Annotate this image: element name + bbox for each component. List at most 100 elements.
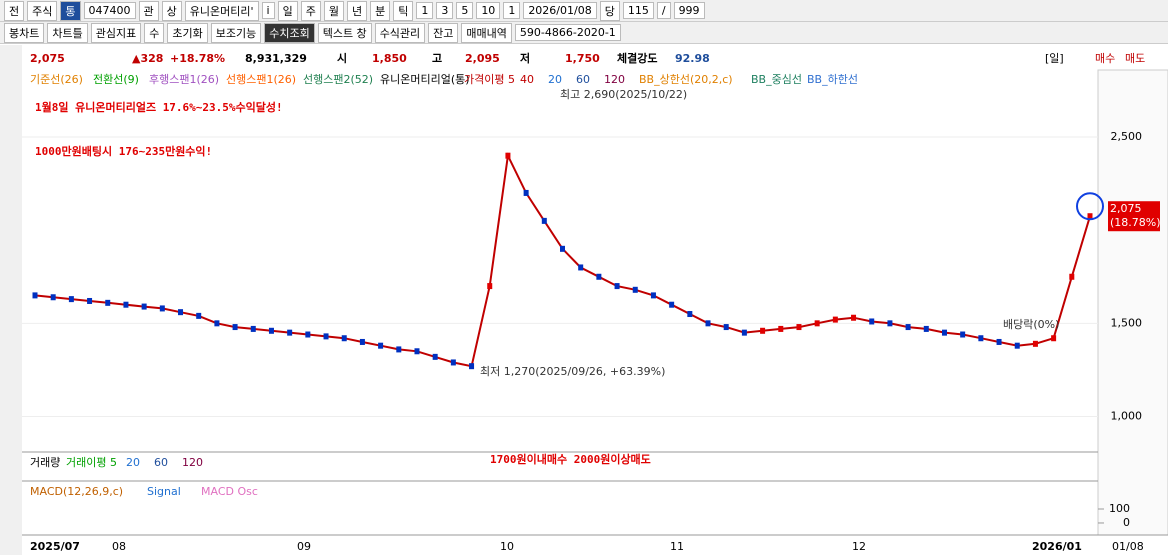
toolbar-button[interactable]: 잔고 xyxy=(428,22,459,43)
candle xyxy=(869,318,875,325)
candle xyxy=(141,303,147,310)
candle xyxy=(760,327,766,334)
x-tick-label: 11 xyxy=(670,540,684,553)
y-tick-label: 1,000 xyxy=(1111,409,1143,422)
toolbar-button[interactable]: 10 xyxy=(476,2,501,19)
toolbar-button[interactable]: / xyxy=(656,2,671,19)
toolbar-button[interactable]: 115 xyxy=(622,2,654,19)
toolbar-button[interactable]: 047400 xyxy=(83,2,136,19)
legend-item: 40 xyxy=(520,73,534,86)
legend-item: 선행스팬2(52) xyxy=(303,73,373,86)
legend-item: 가격이평 5 xyxy=(464,73,515,86)
legend-item: 20 xyxy=(548,73,562,86)
x-tick-label: 08 xyxy=(112,540,126,553)
macd-tick-label: 0 xyxy=(1123,516,1130,529)
x-tick-label: 2025/07 xyxy=(30,540,80,553)
info-value: 2,075 xyxy=(30,52,65,65)
toolbar-button[interactable]: 주식 xyxy=(27,0,58,21)
candle xyxy=(250,325,256,332)
candle xyxy=(705,320,711,327)
candle xyxy=(614,283,620,290)
candle xyxy=(287,329,293,336)
toolbar-button[interactable]: 봉차트 xyxy=(4,22,45,43)
info-value: 고 xyxy=(432,52,442,65)
candle xyxy=(1069,273,1075,280)
candle xyxy=(851,314,857,321)
candle xyxy=(469,363,475,370)
candle xyxy=(778,325,784,332)
candle xyxy=(305,331,311,338)
candle xyxy=(1051,335,1057,342)
annotation: 최고 2,690(2025/10/22) xyxy=(560,88,687,101)
candle xyxy=(669,301,675,308)
x-tick-label: 2026/01 xyxy=(1032,540,1082,553)
candle xyxy=(978,335,984,342)
toolbar-button[interactable]: 1 xyxy=(503,2,521,19)
volume-legend: 120 xyxy=(182,456,203,469)
candle xyxy=(414,348,420,355)
legend-item: 선행스팬1(26) xyxy=(226,73,296,86)
info-value: +18.78% xyxy=(170,52,225,65)
toolbar-button[interactable]: 분 xyxy=(370,0,391,21)
candle xyxy=(541,217,547,224)
macd-tick-label: 100 xyxy=(1109,502,1130,515)
macd-legend: MACD Osc xyxy=(201,485,258,498)
toolbar-button[interactable]: 590-4866-2020-1 xyxy=(514,24,621,41)
toolbar-button[interactable]: 일 xyxy=(277,0,298,21)
info-value: ▲328 xyxy=(132,52,163,65)
left-strip xyxy=(0,45,22,555)
last-label: (18.78%) xyxy=(1110,216,1161,229)
candle xyxy=(1032,340,1038,347)
candle xyxy=(68,296,74,303)
toolbar-button[interactable]: 텍스트 창 xyxy=(317,22,372,43)
toolbar-button[interactable]: 5 xyxy=(456,2,474,19)
candle xyxy=(741,329,747,336)
toolbar-button[interactable]: 1 xyxy=(416,2,434,19)
candle xyxy=(560,245,565,252)
toolbar-button[interactable]: 전 xyxy=(4,0,25,21)
toolbar-button[interactable]: 주 xyxy=(300,0,321,21)
legend-item: BB_중심선 xyxy=(751,73,802,86)
toolbar-button[interactable]: 999 xyxy=(673,2,705,19)
volume-legend: 거래량 xyxy=(30,456,60,469)
candle xyxy=(650,292,656,299)
candle xyxy=(105,299,111,306)
candle xyxy=(578,264,584,271)
candle xyxy=(996,338,1002,345)
toolbar-button[interactable]: 년 xyxy=(346,0,368,21)
toolbar-2: 봉차트 차트틀 관심지표 수 초기화 보조기능 수치조회 텍스트 창 수식관리 잔고 매매내역 590… xyxy=(0,22,1168,44)
toolbar-button[interactable]: 3 xyxy=(436,2,454,19)
candle xyxy=(814,320,820,327)
toolbar-button[interactable]: 수식관리 xyxy=(374,22,426,43)
info-value: 시 xyxy=(337,52,347,65)
last-label: 2,075 xyxy=(1110,202,1142,215)
toolbar-button[interactable]: 보조기능 xyxy=(210,22,262,43)
candle xyxy=(450,359,456,366)
info-value: 1,850 xyxy=(372,52,407,65)
toolbar-button[interactable]: 매매내역 xyxy=(461,22,512,43)
toolbar-button[interactable]: i xyxy=(261,2,275,19)
volume-legend: 60 xyxy=(154,456,168,469)
y-axis-area xyxy=(1097,69,1168,536)
candle xyxy=(323,333,329,340)
toolbar-button[interactable]: 차트틀 xyxy=(47,22,88,43)
toolbar-button[interactable]: 관심지표 xyxy=(90,22,142,43)
info-value: 2,095 xyxy=(465,52,500,65)
x-tick-label: 10 xyxy=(500,540,514,553)
toolbar-button[interactable]: 유니온머티리' xyxy=(184,0,259,21)
toolbar-button[interactable]: 초기화 xyxy=(167,22,208,43)
x-tick-label: 12 xyxy=(852,540,866,553)
annotation: 배당락(0%) xyxy=(1003,318,1059,331)
toolbar-button[interactable]: 수 xyxy=(144,22,165,43)
toolbar-button[interactable]: 수치조회 xyxy=(264,22,315,43)
toolbar-button[interactable]: 2026/01/08 xyxy=(523,2,597,19)
candle xyxy=(123,301,129,308)
toolbar-button[interactable]: 당 xyxy=(599,0,620,21)
toolbar-button[interactable]: 관 xyxy=(138,0,159,21)
chart: 2,075 ▲328 +18.78% 8,931,329 시 1,850 고 2,095 저 1,… xyxy=(0,45,1168,555)
toolbar-button[interactable]: 월 xyxy=(323,0,344,21)
toolbar-button[interactable]: 틱 xyxy=(393,0,414,21)
toolbar-button[interactable]: 통 xyxy=(60,0,81,21)
candle xyxy=(432,353,438,360)
toolbar-button[interactable]: 상 xyxy=(161,0,182,21)
